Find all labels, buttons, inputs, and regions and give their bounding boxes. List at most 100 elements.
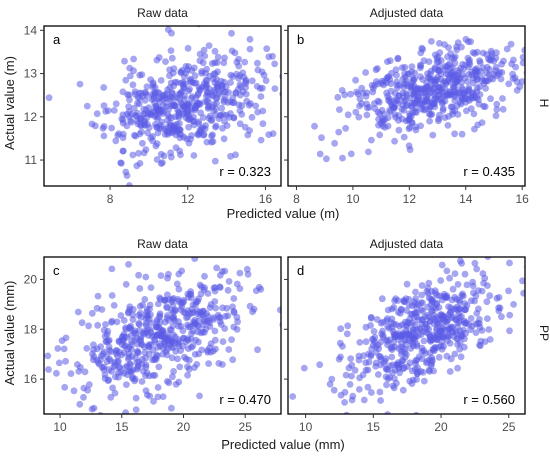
data-point	[229, 99, 237, 107]
data-point	[384, 323, 391, 330]
y-tick-label: 16	[24, 372, 38, 386]
data-point	[201, 52, 209, 60]
data-point	[225, 346, 233, 353]
data-point	[83, 102, 91, 110]
data-point	[477, 342, 484, 350]
data-point	[55, 359, 63, 367]
data-point	[189, 342, 197, 350]
data-point	[441, 41, 448, 48]
data-point	[221, 325, 229, 332]
data-point	[103, 331, 111, 338]
data-point	[496, 304, 504, 312]
data-point	[371, 105, 379, 112]
panel-d: Adjusted data 10 15 20 25 d r = 0.560	[284, 237, 526, 434]
x-tick-label: 12	[181, 192, 195, 206]
data-point	[166, 84, 174, 91]
data-point	[464, 78, 472, 85]
data-point	[502, 244, 509, 251]
data-point	[198, 68, 206, 75]
data-point	[169, 373, 176, 381]
data-point	[252, 102, 260, 110]
data-point	[331, 139, 338, 147]
data-point	[429, 315, 437, 323]
data-point	[360, 396, 368, 404]
data-point	[479, 270, 487, 277]
data-point	[256, 85, 264, 92]
data-point	[413, 109, 420, 116]
data-point	[376, 131, 384, 139]
data-point	[168, 94, 176, 102]
data-point	[492, 112, 500, 120]
data-point	[142, 146, 150, 154]
data-point	[375, 115, 382, 123]
data-point	[400, 83, 407, 91]
data-point	[412, 123, 420, 131]
correlation-label: r = 0.470	[219, 392, 271, 407]
data-point	[318, 134, 325, 142]
data-point	[407, 81, 415, 89]
data-point	[375, 98, 383, 106]
data-point	[126, 360, 134, 367]
data-point	[187, 288, 195, 295]
data-point	[119, 88, 127, 96]
data-point	[513, 87, 521, 94]
data-point	[394, 308, 402, 316]
data-point	[540, 85, 547, 92]
data-point	[221, 267, 229, 275]
data-point	[454, 364, 461, 372]
data-point	[205, 103, 213, 111]
data-point	[177, 89, 185, 97]
data-point	[189, 301, 197, 308]
data-point	[216, 284, 224, 291]
data-point	[168, 114, 175, 122]
panel-title: Adjusted data	[370, 6, 444, 20]
data-point	[453, 102, 461, 110]
data-point	[178, 267, 186, 275]
data-point	[199, 114, 207, 121]
data-point	[431, 344, 439, 351]
data-point	[205, 360, 213, 367]
data-point	[195, 84, 203, 91]
data-point	[119, 130, 127, 138]
x-axis-title-bottom: Predicted value (mm)	[221, 437, 345, 452]
data-point	[254, 346, 261, 354]
data-point	[200, 318, 208, 325]
data-point	[211, 336, 219, 344]
data-point	[381, 357, 389, 365]
data-point	[492, 67, 499, 74]
x-tick-label: 20	[177, 420, 191, 434]
data-point	[174, 336, 182, 344]
data-point	[134, 340, 142, 348]
data-point	[510, 301, 517, 308]
data-point	[230, 295, 238, 302]
data-point	[132, 132, 140, 140]
correlation-label: r = 0.435	[463, 164, 515, 179]
data-point	[347, 150, 355, 158]
data-point	[503, 45, 511, 53]
data-point	[465, 320, 473, 328]
data-point	[398, 340, 405, 347]
data-point	[248, 113, 256, 121]
data-point	[229, 73, 237, 80]
y-tick-label: 18	[24, 322, 38, 336]
data-point	[449, 285, 457, 293]
data-point	[259, 120, 267, 128]
data-point	[424, 303, 431, 311]
data-point	[418, 291, 425, 299]
data-point	[165, 106, 173, 113]
data-point	[132, 394, 140, 402]
panel-letter: c	[53, 263, 60, 278]
data-point	[365, 148, 372, 156]
data-point	[135, 271, 143, 279]
data-point	[218, 104, 226, 112]
data-point	[394, 54, 402, 62]
data-point	[505, 287, 512, 295]
data-point	[36, 345, 43, 352]
data-point	[164, 274, 171, 282]
data-point	[149, 83, 157, 91]
data-point	[493, 100, 501, 108]
data-point	[225, 89, 233, 96]
data-point	[229, 303, 236, 311]
data-point	[200, 46, 208, 54]
data-point	[209, 347, 217, 355]
